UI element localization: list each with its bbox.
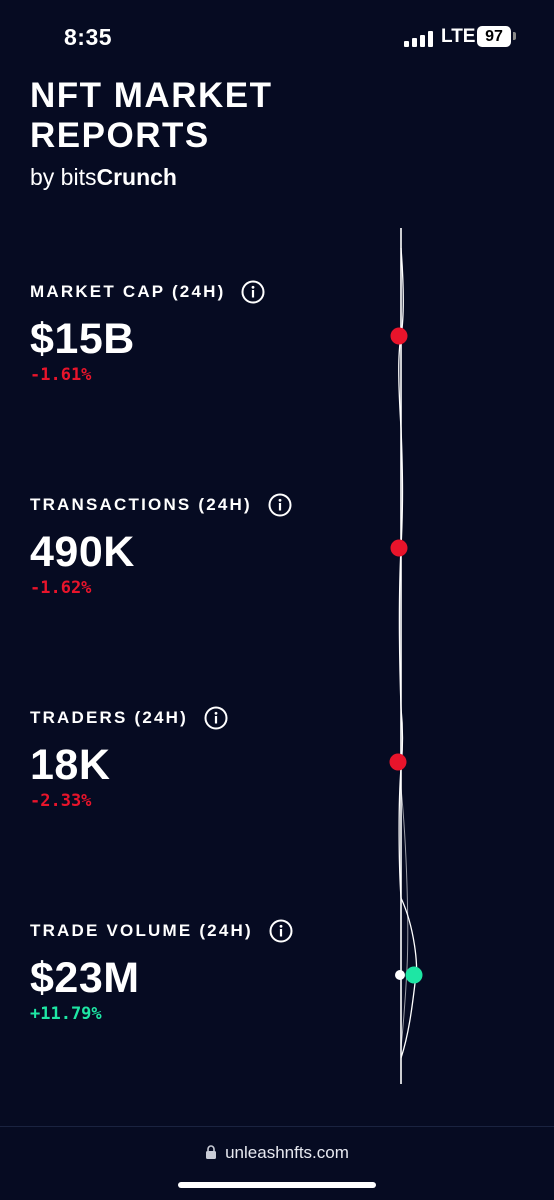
metric-change: +11.79% xyxy=(30,1004,102,1024)
metric-value: $23M xyxy=(30,954,140,1002)
info-icon[interactable] xyxy=(241,280,265,304)
timeline-marker-trade-volume-base xyxy=(395,970,405,980)
page-title: NFT MARKET REPORTS xyxy=(30,76,273,155)
timeline-marker-market-cap xyxy=(390,327,408,345)
timeline-marker-transactions xyxy=(390,539,408,557)
byline-brand: Crunch xyxy=(96,164,177,190)
page-header: NFT MARKET REPORTS by bitsCrunch xyxy=(30,76,290,191)
metric-change: -1.62% xyxy=(30,578,92,598)
home-indicator[interactable] xyxy=(178,1182,376,1188)
info-icon[interactable] xyxy=(269,919,293,943)
timeline-marker-trade-volume xyxy=(405,966,423,984)
network-type: LTE xyxy=(441,26,476,47)
browser-bar-divider xyxy=(0,1126,554,1127)
metric-change: -2.33% xyxy=(30,791,92,811)
lock-icon xyxy=(206,1145,217,1159)
metric-trade-volume: TRADE VOLUME (24H) $23M +11.79% xyxy=(30,918,370,1024)
trend-timeline xyxy=(389,228,423,1084)
metric-label: TRADE VOLUME (24H) xyxy=(30,921,253,940)
info-icon[interactable] xyxy=(204,706,228,730)
metric-change: -1.61% xyxy=(30,365,92,385)
info-icon[interactable] xyxy=(268,493,292,517)
metric-label: TRANSACTIONS (24H) xyxy=(30,495,252,514)
timeline-marker-traders xyxy=(389,753,407,771)
timeline-wave xyxy=(398,247,418,1059)
metric-label: MARKET CAP (24H) xyxy=(30,282,226,301)
metric-value: $15B xyxy=(30,315,135,363)
brand-byline: by bitsCrunch xyxy=(30,164,290,191)
metric-traders: TRADERS (24H) 18K -2.33% xyxy=(30,705,370,811)
signal-strength-icon xyxy=(404,31,434,47)
status-bar: 8:35 LTE 97 xyxy=(0,0,554,72)
browser-url: unleashnfts.com xyxy=(225,1143,349,1162)
status-time: 8:35 xyxy=(64,24,113,50)
battery-icon: 97 xyxy=(477,26,511,47)
battery-cap xyxy=(513,32,516,40)
metric-label: TRADERS (24H) xyxy=(30,708,189,727)
timeline-wave-secondary xyxy=(400,787,409,1049)
metric-market-cap: MARKET CAP (24H) $15B -1.61% xyxy=(30,279,370,385)
metric-value: 18K xyxy=(30,741,111,789)
browser-url-bar[interactable]: unleashnfts.com xyxy=(0,1143,554,1163)
byline-prefix: by bits xyxy=(30,164,97,190)
metric-transactions: TRANSACTIONS (24H) 490K -1.62% xyxy=(30,492,370,598)
metric-value: 490K xyxy=(30,528,135,576)
